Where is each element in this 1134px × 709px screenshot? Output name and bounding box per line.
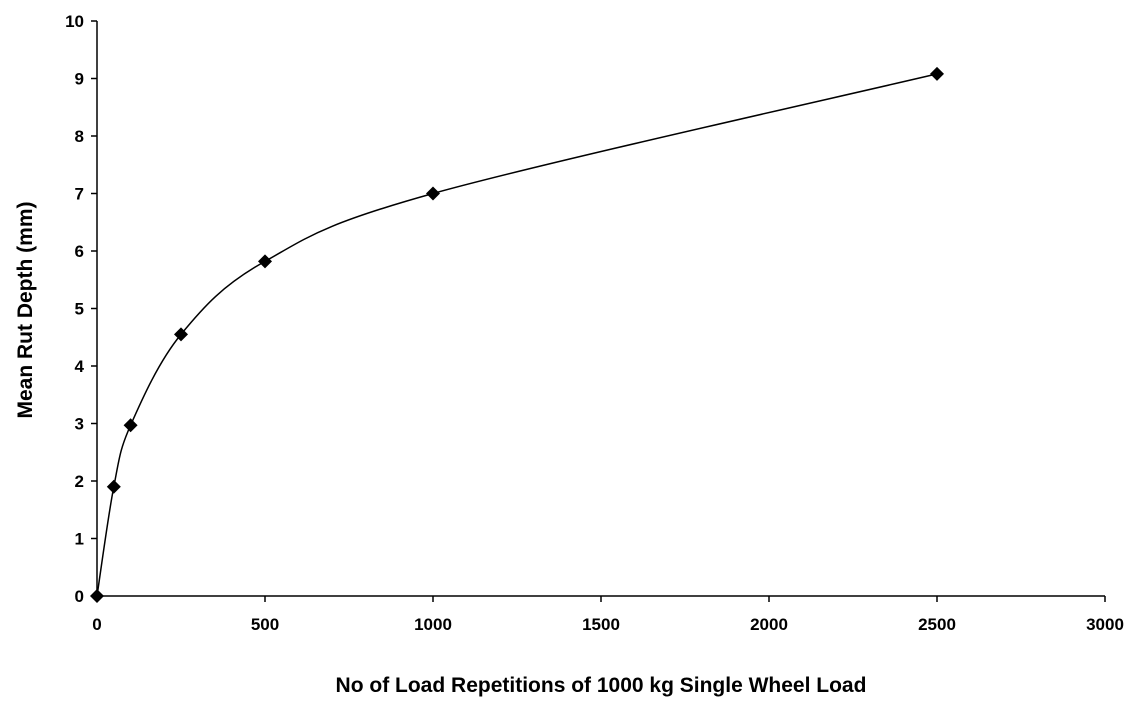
y-tick-label: 8 (75, 127, 84, 146)
y-tick-label: 4 (75, 357, 85, 376)
y-tick-label: 7 (75, 185, 84, 204)
y-tick-label: 1 (75, 530, 84, 549)
y-axis-title: Mean Rut Depth (mm) (14, 202, 37, 419)
x-tick-label: 1500 (582, 615, 620, 634)
data-point (90, 589, 104, 603)
data-point (174, 327, 188, 342)
data-point (426, 186, 440, 201)
y-tick-label: 5 (75, 300, 84, 319)
y-tick-label: 0 (75, 587, 84, 606)
series-layer (90, 66, 944, 603)
x-tick-label: 500 (251, 615, 279, 634)
y-tick-label: 9 (75, 70, 84, 89)
y-tick-label: 10 (65, 12, 84, 31)
series-line (96, 73, 938, 597)
y-tick-label: 2 (75, 472, 84, 491)
axes: 0 1 2 3 4 5 6 7 8 9 10 0 500 1000 1500 2000 2500 3000 (65, 12, 1124, 634)
data-point (106, 479, 121, 494)
data-point (258, 254, 272, 269)
x-tick-label: 1000 (414, 615, 452, 634)
x-tick-label: 0 (92, 615, 101, 634)
x-axis-title: No of Load Repetitions of 1000 kg Single… (336, 674, 867, 697)
data-point (930, 66, 944, 81)
y-tick-label: 6 (75, 242, 84, 261)
x-tick-label: 2500 (918, 615, 956, 634)
data-point (123, 418, 138, 433)
x-tick-label: 2000 (750, 615, 788, 634)
x-tick-label: 3000 (1086, 615, 1124, 634)
y-tick-label: 3 (75, 415, 84, 434)
